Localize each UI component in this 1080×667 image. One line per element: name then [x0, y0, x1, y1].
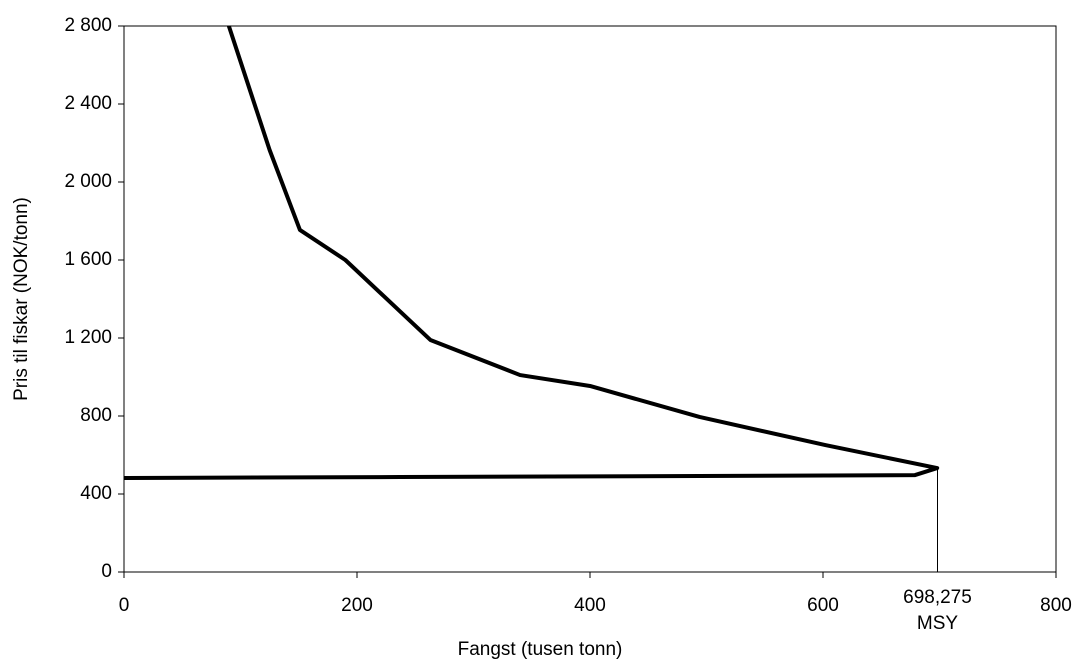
y-tick-label: 800 — [80, 405, 112, 426]
y-tick-label: 2 400 — [64, 93, 112, 114]
y-tick-label: 1 600 — [64, 249, 112, 270]
annotation-text: MSY — [917, 613, 959, 634]
x-tick-label: 200 — [341, 595, 373, 616]
x-tick-label: 800 — [1040, 595, 1072, 616]
y-tick-label: 400 — [80, 483, 112, 504]
plot-frame — [123, 25, 1057, 573]
y-tick-label: 1 200 — [64, 327, 112, 348]
y-tick-label: 2 800 — [64, 15, 112, 36]
x-tick-label: 0 — [119, 595, 130, 616]
x-tick-label: 400 — [574, 595, 606, 616]
annotation-value: 698,275 — [903, 587, 972, 608]
y-tick-label: 0 — [101, 561, 112, 582]
x-tick-label: 600 — [807, 595, 839, 616]
data-line — [123, 25, 940, 481]
x-axis-title: Fangst (tusen tonn) — [458, 639, 623, 660]
y-tick-label: 2 000 — [64, 171, 112, 192]
y-axis-title: Pris til fiskar (NOK/tonn) — [11, 197, 32, 401]
